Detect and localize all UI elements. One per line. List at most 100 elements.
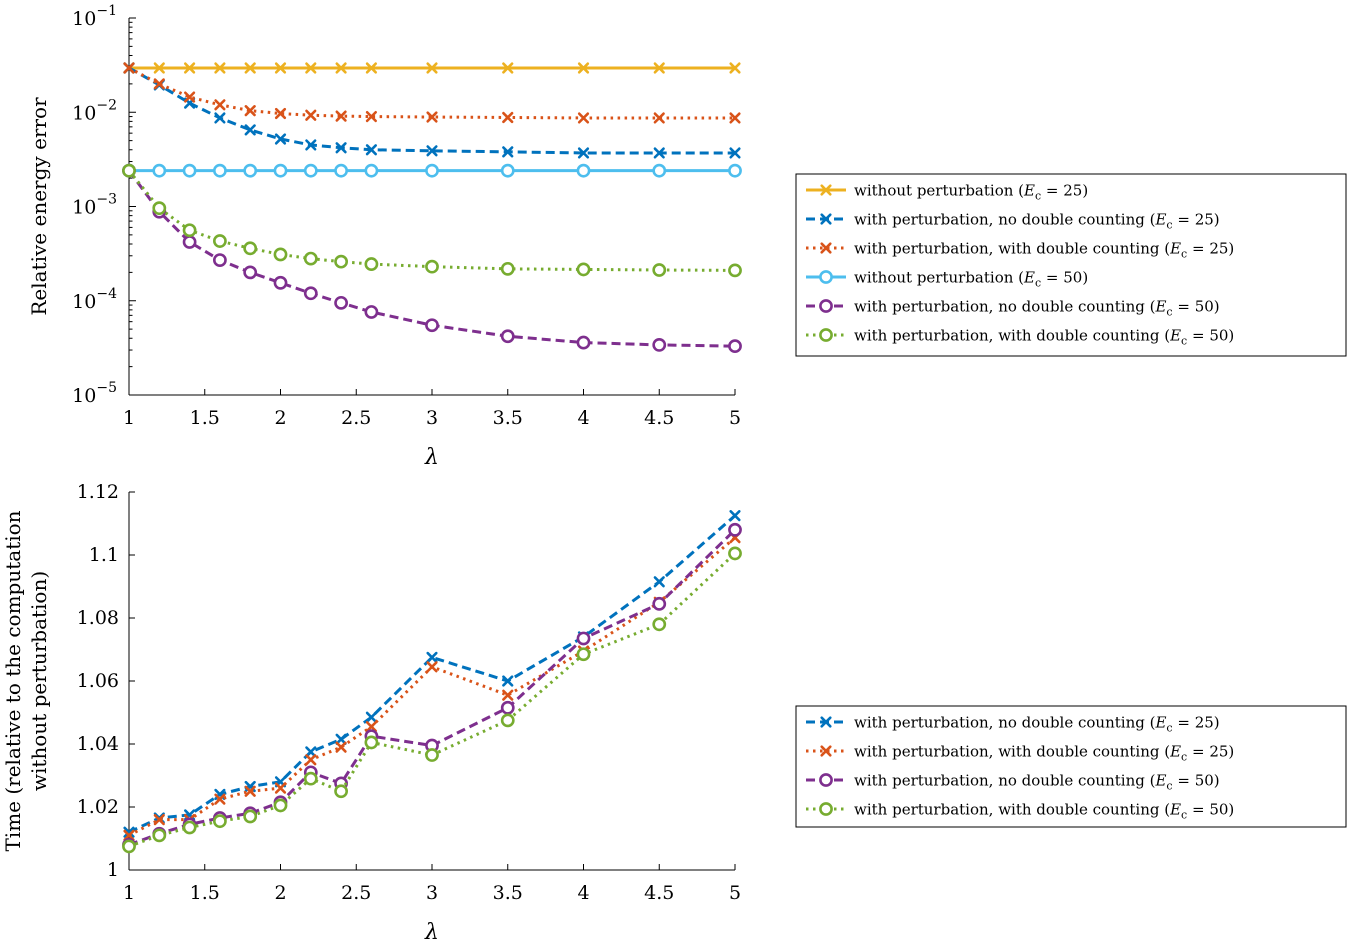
data-point xyxy=(335,741,347,753)
data-point xyxy=(728,263,742,278)
data-point xyxy=(577,62,590,74)
data-point xyxy=(365,721,377,733)
data-point xyxy=(122,839,136,854)
data-point xyxy=(303,771,318,786)
data-point xyxy=(502,675,514,687)
legend-label: with perturbation, with double counting … xyxy=(854,327,1234,348)
data-point xyxy=(334,163,348,178)
data-point xyxy=(365,110,377,123)
series-line xyxy=(128,66,735,155)
data-point xyxy=(652,163,667,178)
legend-entry: with perturbation, no double counting (E… xyxy=(806,211,1220,232)
y-tick-label: 10−5 xyxy=(72,380,117,407)
data-point xyxy=(502,62,514,74)
x-tick-label: 1 xyxy=(123,882,135,904)
data-point xyxy=(653,576,665,588)
data-point xyxy=(212,234,227,248)
data-point xyxy=(652,596,667,611)
data-point xyxy=(243,809,258,824)
y-tick-label: 10−4 xyxy=(72,286,117,313)
x-tick-label: 2 xyxy=(274,407,286,429)
legend-label: with perturbation, with double counting … xyxy=(854,240,1234,261)
data-point xyxy=(425,318,439,333)
data-point xyxy=(425,163,439,178)
x-tick-label: 1 xyxy=(123,407,135,429)
data-point xyxy=(123,826,135,838)
y-tick-label: 1.06 xyxy=(77,670,119,692)
legend-marker xyxy=(820,184,832,196)
data-point xyxy=(653,147,665,159)
series-line xyxy=(128,536,736,837)
y-axis-label: without perturbation) xyxy=(27,571,51,791)
series-line xyxy=(128,552,737,848)
y-tick-label: 1.04 xyxy=(77,733,119,755)
data-point xyxy=(123,62,135,74)
data-point xyxy=(152,163,167,178)
data-point xyxy=(303,163,318,178)
data-point xyxy=(184,62,196,74)
y-tick-label: 10−2 xyxy=(72,97,117,124)
data-point xyxy=(303,251,318,266)
legend-entry: with perturbation, no double counting (E… xyxy=(806,772,1220,793)
legend-label: with perturbation, no double counting (E… xyxy=(854,298,1220,319)
data-point xyxy=(426,111,438,123)
legend-label: with perturbation, no double counting (E… xyxy=(854,211,1220,232)
relative-energy-error-chart: 1 1.5 2 2.5 3 3.5 4 4.5 5 10−5 10−4 10−3 10−2 10−1 λ Re… xyxy=(27,3,1347,470)
data-point xyxy=(364,735,379,750)
legend-label: with perturbation, with double counting … xyxy=(854,743,1234,764)
data-point xyxy=(182,235,197,249)
y-tick-label: 1.1 xyxy=(89,544,119,566)
data-point xyxy=(576,647,591,662)
data-point xyxy=(652,263,667,277)
data-point xyxy=(576,335,591,350)
data-point xyxy=(729,112,741,124)
series-line xyxy=(128,514,736,834)
data-point xyxy=(425,748,439,762)
data-point xyxy=(212,814,227,829)
legend-box xyxy=(795,705,1347,828)
data-point xyxy=(728,522,742,537)
data-point xyxy=(212,253,227,267)
data-point xyxy=(244,105,256,117)
data-point xyxy=(335,110,347,122)
data-point xyxy=(153,814,165,826)
data-point xyxy=(426,661,438,673)
data-point xyxy=(729,147,741,159)
data-point xyxy=(728,339,742,354)
legend-entry: with perturbation, with double counting … xyxy=(806,327,1234,348)
data-point xyxy=(652,617,667,632)
series xyxy=(123,510,741,838)
data-point xyxy=(153,78,165,90)
data-point xyxy=(335,142,347,154)
y-tick-label: 1.02 xyxy=(77,796,119,818)
data-point xyxy=(214,99,226,111)
legend-marker xyxy=(819,270,833,284)
legend-entry: with perturbation, no double counting (E… xyxy=(806,298,1220,319)
data-point xyxy=(729,510,741,522)
y-axis-label: Time (relative to the computation xyxy=(1,510,25,851)
data-point xyxy=(273,275,288,290)
legend-marker xyxy=(820,716,832,728)
data-point xyxy=(212,163,227,178)
legend-entry: with perturbation, no double counting (E… xyxy=(806,714,1220,735)
x-tick-label: 3.5 xyxy=(493,407,523,429)
data-point xyxy=(577,112,590,124)
data-point xyxy=(152,828,167,843)
x-tick-label: 4 xyxy=(577,407,589,429)
legend-entry: without perturbation (Ec = 25) xyxy=(806,182,1088,203)
series xyxy=(123,62,741,74)
data-point xyxy=(500,163,515,178)
x-tick-label: 4 xyxy=(577,882,589,904)
data-point xyxy=(244,124,256,136)
x-axis-label: λ xyxy=(424,445,439,470)
legend-box xyxy=(795,173,1347,357)
data-point xyxy=(243,163,258,178)
data-point xyxy=(303,286,318,301)
data-point xyxy=(305,754,317,766)
legend-entry: without perturbation (Ec = 50) xyxy=(806,269,1088,290)
data-point xyxy=(334,254,348,269)
data-point xyxy=(576,163,591,178)
x-tick-label: 3 xyxy=(426,407,438,429)
legend-marker xyxy=(820,242,832,254)
